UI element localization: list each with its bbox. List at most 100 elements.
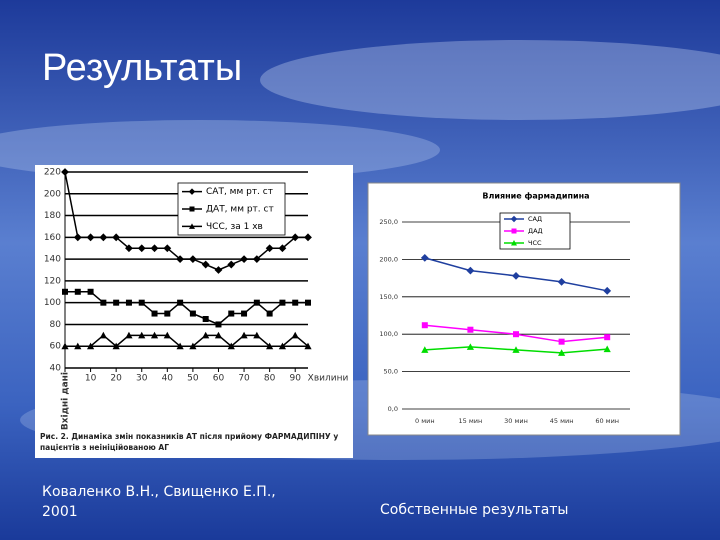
marker [265, 244, 274, 253]
marker [176, 342, 184, 350]
x-tick-label: 20 [110, 374, 122, 384]
y-tick-label: 50,0 [384, 368, 398, 376]
marker [557, 277, 566, 286]
caption: Коваленко В.Н., Свищенко Е.П., 2001 [42, 484, 276, 520]
y-tick-label: 120 [44, 276, 61, 286]
x-tick-label: 45 мин [550, 417, 574, 425]
marker [151, 310, 158, 317]
y-tick-label: 60 [50, 342, 62, 352]
y-tick-label: 80 [50, 320, 62, 330]
marker [163, 244, 172, 253]
chart-caption: Рис. 2. Динаміка змін показників АТ післ… [40, 432, 338, 452]
marker [86, 233, 95, 242]
marker [466, 266, 475, 275]
marker [112, 342, 120, 350]
marker [62, 288, 68, 295]
marker [201, 260, 210, 269]
marker [100, 299, 107, 306]
x-tick-label: 60 мин [595, 417, 619, 425]
legend-label: ЧСС, за 1 хв [206, 222, 263, 232]
marker [113, 299, 120, 306]
marker [304, 233, 312, 242]
marker [227, 342, 235, 350]
marker [74, 342, 82, 350]
marker [228, 310, 235, 317]
legend-marker [188, 188, 196, 195]
legend-marker [511, 228, 517, 234]
y-tick-label: 100,0 [379, 330, 398, 338]
marker [252, 255, 261, 264]
marker [164, 310, 171, 317]
marker [87, 288, 94, 295]
y-tick-label: 150,0 [379, 293, 398, 301]
marker [421, 322, 428, 329]
y-tick-label: 140 [44, 255, 61, 265]
marker [466, 343, 474, 350]
marker [86, 342, 95, 350]
marker [253, 331, 261, 339]
legend-label: ЧСС [528, 239, 542, 247]
x-tick-label: 90 [289, 374, 301, 384]
marker [304, 342, 312, 350]
marker [99, 233, 108, 242]
marker [266, 342, 274, 350]
x-tick-label: 30 [136, 374, 148, 384]
marker [202, 331, 210, 339]
legend-label: ДАТ, мм рт. ст [206, 205, 274, 215]
marker [240, 255, 248, 264]
marker [240, 331, 248, 339]
marker [467, 326, 474, 333]
marker [138, 331, 146, 339]
y-tick-label: 40 [50, 364, 62, 374]
y-tick-label: 200 [44, 189, 61, 199]
legend-marker [189, 223, 195, 229]
legend-marker [511, 240, 517, 246]
x-tick-label: 30 мин [504, 417, 528, 425]
y-tick-label: 180 [44, 211, 61, 221]
marker [603, 345, 611, 353]
x-tick-label: 10 [85, 374, 97, 384]
y-tick-label: 220 [44, 168, 61, 178]
marker [421, 346, 429, 353]
slide-title: Результаты [42, 47, 242, 89]
x-tick-label: 40 [162, 374, 174, 384]
marker [177, 299, 184, 306]
x-tick-label: 0 мин [415, 417, 435, 425]
legend-marker [510, 215, 518, 223]
legend-label: САТ, мм рт. ст [206, 187, 273, 197]
marker [279, 299, 286, 306]
x-tick-label: Вхідні дані [60, 372, 71, 430]
marker [99, 331, 107, 339]
y-tick-label: 160 [44, 233, 61, 243]
marker [278, 342, 287, 350]
marker [512, 271, 520, 280]
marker [291, 233, 300, 242]
legend-label: ДАД [528, 227, 543, 235]
marker [163, 331, 171, 339]
marker [73, 233, 82, 242]
marker [125, 331, 133, 339]
chart-title: Влияние фармадипина [482, 192, 589, 201]
marker [150, 331, 159, 339]
marker [138, 299, 145, 306]
x-tick-label: 60 [213, 374, 225, 384]
marker [125, 244, 133, 253]
marker [214, 331, 223, 339]
marker [61, 168, 69, 176]
x-tick-label: 50 [187, 374, 199, 384]
marker [420, 254, 429, 262]
marker [74, 288, 81, 295]
marker [176, 255, 185, 264]
x-tick-label: 80 [264, 374, 276, 384]
marker [558, 349, 566, 356]
marker [189, 342, 197, 350]
marker [305, 299, 311, 306]
marker [513, 331, 519, 338]
caption: Собственные результаты [380, 502, 569, 518]
x-tick-label: 15 мин [459, 417, 483, 425]
marker [266, 310, 273, 317]
y-tick-label: 250,0 [379, 218, 398, 226]
marker [278, 244, 287, 253]
marker [241, 310, 248, 317]
y-tick-label: 100 [44, 298, 61, 308]
